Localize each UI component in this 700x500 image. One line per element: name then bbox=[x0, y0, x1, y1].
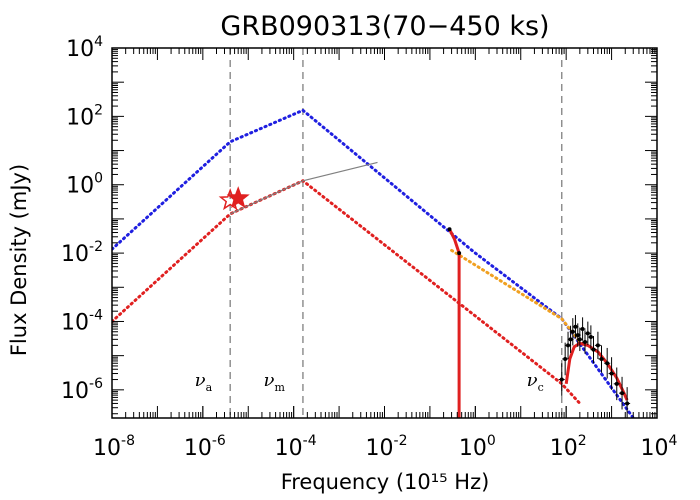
y-axis-title: Flux Density (mJy) bbox=[7, 164, 31, 356]
x-tick-label-1-base: 10 bbox=[184, 436, 212, 461]
xray-point-5 bbox=[573, 324, 578, 329]
x-tick-label-1: 10-6 bbox=[184, 433, 226, 461]
x-tick-label-6-base: 10 bbox=[641, 436, 669, 461]
xray-point-14 bbox=[599, 356, 604, 361]
x-tick-label-5-exp: 2 bbox=[578, 433, 587, 449]
xray-point-6 bbox=[575, 333, 580, 338]
xray-point-13 bbox=[595, 343, 600, 348]
chart-title: GRB090313(70−450 ks) bbox=[220, 11, 549, 42]
xray-point-15 bbox=[605, 361, 610, 366]
y-tick-label-2-base: 10 bbox=[61, 242, 89, 267]
series-line-0 bbox=[112, 108, 635, 418]
xray-point-2 bbox=[566, 343, 571, 348]
series-line-1 bbox=[112, 179, 582, 405]
x-axis-title: Frequency (10¹⁵ Hz) bbox=[281, 470, 490, 494]
y-tick-label-4-exp: 2 bbox=[94, 102, 103, 118]
y-tick-label-5: 104 bbox=[66, 34, 103, 62]
x-tick-label-5-base: 10 bbox=[550, 436, 578, 461]
plot-content bbox=[112, 48, 635, 418]
x-tick-label-0-exp: -8 bbox=[121, 433, 135, 449]
series-line-5 bbox=[564, 341, 629, 401]
break-label-sub-a: a bbox=[206, 381, 213, 394]
x-tick-label-4-exp: 0 bbox=[487, 433, 496, 449]
x-tick-label-4-base: 10 bbox=[459, 436, 487, 461]
xray-point-7 bbox=[577, 337, 582, 342]
y-tick-label-2-exp: -2 bbox=[89, 239, 103, 255]
xray-point-19 bbox=[625, 401, 630, 406]
xray-point-0 bbox=[559, 377, 564, 382]
xray-point-1 bbox=[563, 356, 568, 361]
y-tick-label-5-exp: 4 bbox=[94, 34, 103, 50]
x-tick-label-5: 102 bbox=[550, 433, 587, 461]
plot-area: νa νm νc bbox=[112, 48, 635, 418]
y-tick-label-0-exp: -6 bbox=[89, 376, 103, 392]
series-line-4 bbox=[448, 228, 461, 418]
xray-point-4 bbox=[570, 329, 575, 334]
x-tick-label-2-base: 10 bbox=[275, 436, 303, 461]
x-tick-label-4: 100 bbox=[459, 433, 496, 461]
y-tick-label-0: 10-6 bbox=[61, 376, 103, 404]
x-tick-label-2: 10-4 bbox=[275, 433, 317, 461]
xray-point-17 bbox=[614, 381, 619, 386]
series-line-2 bbox=[450, 248, 582, 344]
xray-point-9 bbox=[583, 340, 588, 345]
y-tick-label-1-base: 10 bbox=[61, 310, 89, 335]
xray-point-18 bbox=[620, 391, 625, 396]
break-label-sub-m: m bbox=[274, 381, 285, 394]
x-tick-label-6-exp: 4 bbox=[669, 433, 678, 449]
break-label-sub-c: c bbox=[538, 381, 544, 394]
x-tick-label-0: 10-8 bbox=[93, 433, 135, 461]
plot-frame bbox=[111, 47, 658, 419]
y-tick-label-4-base: 10 bbox=[66, 105, 94, 130]
xray-point-11 bbox=[588, 335, 593, 340]
segment-end-point-1 bbox=[457, 251, 462, 256]
break-label-a: νa bbox=[195, 370, 213, 394]
x-tick-label-1-exp: -6 bbox=[212, 433, 226, 449]
break-label-c: νc bbox=[527, 370, 544, 394]
x-tick-label-2-exp: -4 bbox=[303, 433, 317, 449]
x-tick-label-6: 104 bbox=[641, 433, 678, 461]
xray-point-3 bbox=[568, 337, 573, 342]
break-label-m: νm bbox=[264, 370, 286, 394]
y-tick-label-1: 10-4 bbox=[61, 307, 103, 335]
x-tick-label-3-exp: -2 bbox=[394, 433, 408, 449]
y-tick-label-2: 10-2 bbox=[61, 239, 103, 267]
segment-end-point-0 bbox=[447, 227, 452, 232]
xray-point-12 bbox=[591, 347, 596, 352]
y-tick-label-4: 102 bbox=[66, 102, 103, 130]
y-tick-label-5-base: 10 bbox=[66, 37, 94, 62]
y-tick-label-3: 100 bbox=[66, 171, 103, 199]
series-line-3 bbox=[229, 161, 378, 215]
x-tick-label-3: 10-2 bbox=[366, 433, 408, 461]
xray-point-8 bbox=[580, 327, 585, 332]
y-tick-label-0-base: 10 bbox=[61, 379, 89, 404]
xray-point-16 bbox=[609, 371, 614, 376]
y-tick-label-3-exp: 0 bbox=[94, 171, 103, 187]
y-tick-label-1-exp: -4 bbox=[89, 307, 103, 323]
x-tick-label-3-base: 10 bbox=[366, 436, 394, 461]
xray-point-10 bbox=[585, 331, 590, 336]
axes: 10-8 10-6 10-4 10-2 100 102 10410-610-410-2100… bbox=[61, 34, 678, 461]
y-tick-label-3-base: 10 bbox=[66, 174, 94, 199]
optical-star-1 bbox=[226, 186, 250, 209]
x-tick-label-0-base: 10 bbox=[93, 436, 121, 461]
